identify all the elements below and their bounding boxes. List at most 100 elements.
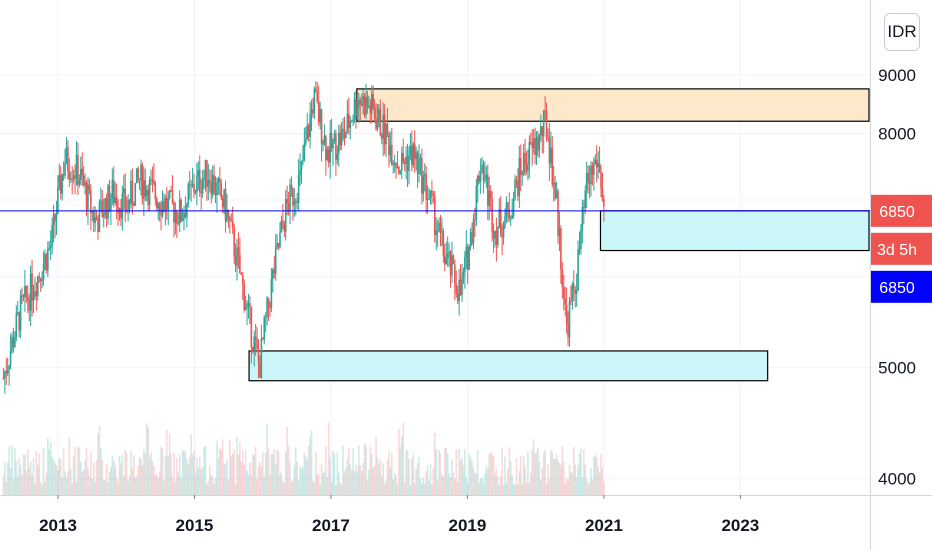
volume-bar: [564, 483, 566, 495]
candle-body: [105, 198, 108, 219]
candle-body: [77, 155, 79, 185]
candle-body: [335, 133, 337, 160]
candle-body: [479, 173, 482, 182]
candle-body: [62, 174, 65, 176]
candle-body: [124, 188, 127, 211]
candle-body: [187, 184, 190, 205]
candle-body: [9, 350, 12, 366]
volume-bar: [494, 472, 496, 495]
candle-body: [497, 227, 499, 245]
candle-body: [600, 171, 602, 189]
candle-body: [117, 206, 119, 213]
candle-body: [323, 135, 326, 144]
candle-body: [207, 180, 210, 187]
candle-body: [378, 108, 380, 121]
candle-body: [85, 182, 88, 210]
volume-bar: [260, 466, 263, 495]
x-axis[interactable]: 2013 2015 2017 2019 2021 2023: [39, 495, 759, 535]
candle-body: [34, 291, 36, 297]
volume-bar: [122, 475, 125, 495]
volume-bar: [441, 474, 443, 495]
y-axis[interactable]: 4000 5000 8000 9000: [878, 66, 916, 489]
candle-body: [401, 152, 403, 171]
volume-bar: [340, 484, 343, 495]
volume-bar: [220, 450, 223, 495]
volume-bar: [358, 445, 360, 495]
volume-bar: [197, 468, 200, 495]
volume-bar: [34, 483, 36, 495]
candle-body: [368, 105, 370, 107]
volume-bar: [525, 482, 528, 495]
volume-bar: [161, 448, 164, 495]
volume-bar: [478, 482, 481, 495]
volume-bar: [464, 449, 466, 495]
candle-body: [525, 163, 528, 172]
volume-bar: [79, 461, 82, 495]
candle-body: [6, 369, 9, 374]
candle-body: [495, 230, 498, 245]
candle-body: [373, 108, 376, 119]
volume-bar: [356, 470, 359, 495]
volume-bar: [24, 455, 26, 495]
volume-bar: [286, 426, 288, 495]
candle-body: [143, 180, 145, 199]
volume-bar: [112, 460, 115, 495]
volume-bar: [273, 448, 276, 495]
volume-bar: [571, 473, 574, 495]
candle-body: [259, 362, 261, 378]
price-badge-label: 3d 5h: [877, 242, 917, 259]
volume-bar: [395, 475, 397, 495]
candle-body: [227, 209, 230, 218]
volume-bar: [107, 481, 109, 495]
volume-bar: [121, 454, 124, 495]
volume-bar: [306, 459, 309, 495]
volume-bar: [419, 478, 422, 495]
volume-bar: [267, 448, 270, 495]
demand-zone-lower: [248, 350, 769, 382]
candle-body: [68, 170, 71, 179]
volume-bar: [84, 460, 86, 495]
candle-body: [104, 198, 106, 215]
currency-button[interactable]: IDR: [884, 13, 920, 51]
volume-bar: [458, 448, 460, 495]
volume-bar: [91, 478, 94, 495]
volume-bar: [452, 472, 455, 495]
candle-body: [118, 207, 121, 213]
volume-bar: [145, 423, 148, 495]
volume-bar: [68, 437, 71, 495]
candle-body: [392, 163, 395, 166]
candle-body: [531, 142, 534, 149]
candle-body: [347, 113, 350, 129]
candle-body: [260, 338, 263, 378]
volume-bar: [378, 463, 380, 495]
candle-body: [78, 179, 81, 185]
volume-bar: [87, 467, 89, 495]
candle-body: [551, 147, 554, 185]
volume-bar: [349, 464, 352, 495]
candle-body: [326, 149, 329, 161]
volume-bar: [325, 446, 327, 495]
volume-bar: [435, 449, 438, 495]
candle-body: [393, 162, 396, 164]
volume-bar: [217, 458, 220, 495]
volume-bar: [42, 447, 45, 495]
volume-bar: [497, 476, 499, 495]
volume-bar: [141, 464, 144, 495]
volume-bar: [307, 445, 310, 495]
candle-body: [386, 123, 389, 135]
candle-body: [343, 128, 346, 139]
candle-body: [229, 217, 231, 221]
volume-bar: [498, 484, 501, 495]
candle-body: [101, 200, 104, 217]
candle-body: [121, 193, 124, 219]
candle-body: [22, 296, 25, 298]
volume-bar: [198, 456, 201, 495]
volume-bar: [28, 467, 31, 495]
volume-bar: [603, 481, 605, 495]
candle-body: [164, 198, 167, 212]
candle-body: [42, 264, 45, 280]
candle-body: [213, 175, 215, 193]
volume-bar: [18, 457, 20, 495]
candle-body: [327, 149, 330, 163]
